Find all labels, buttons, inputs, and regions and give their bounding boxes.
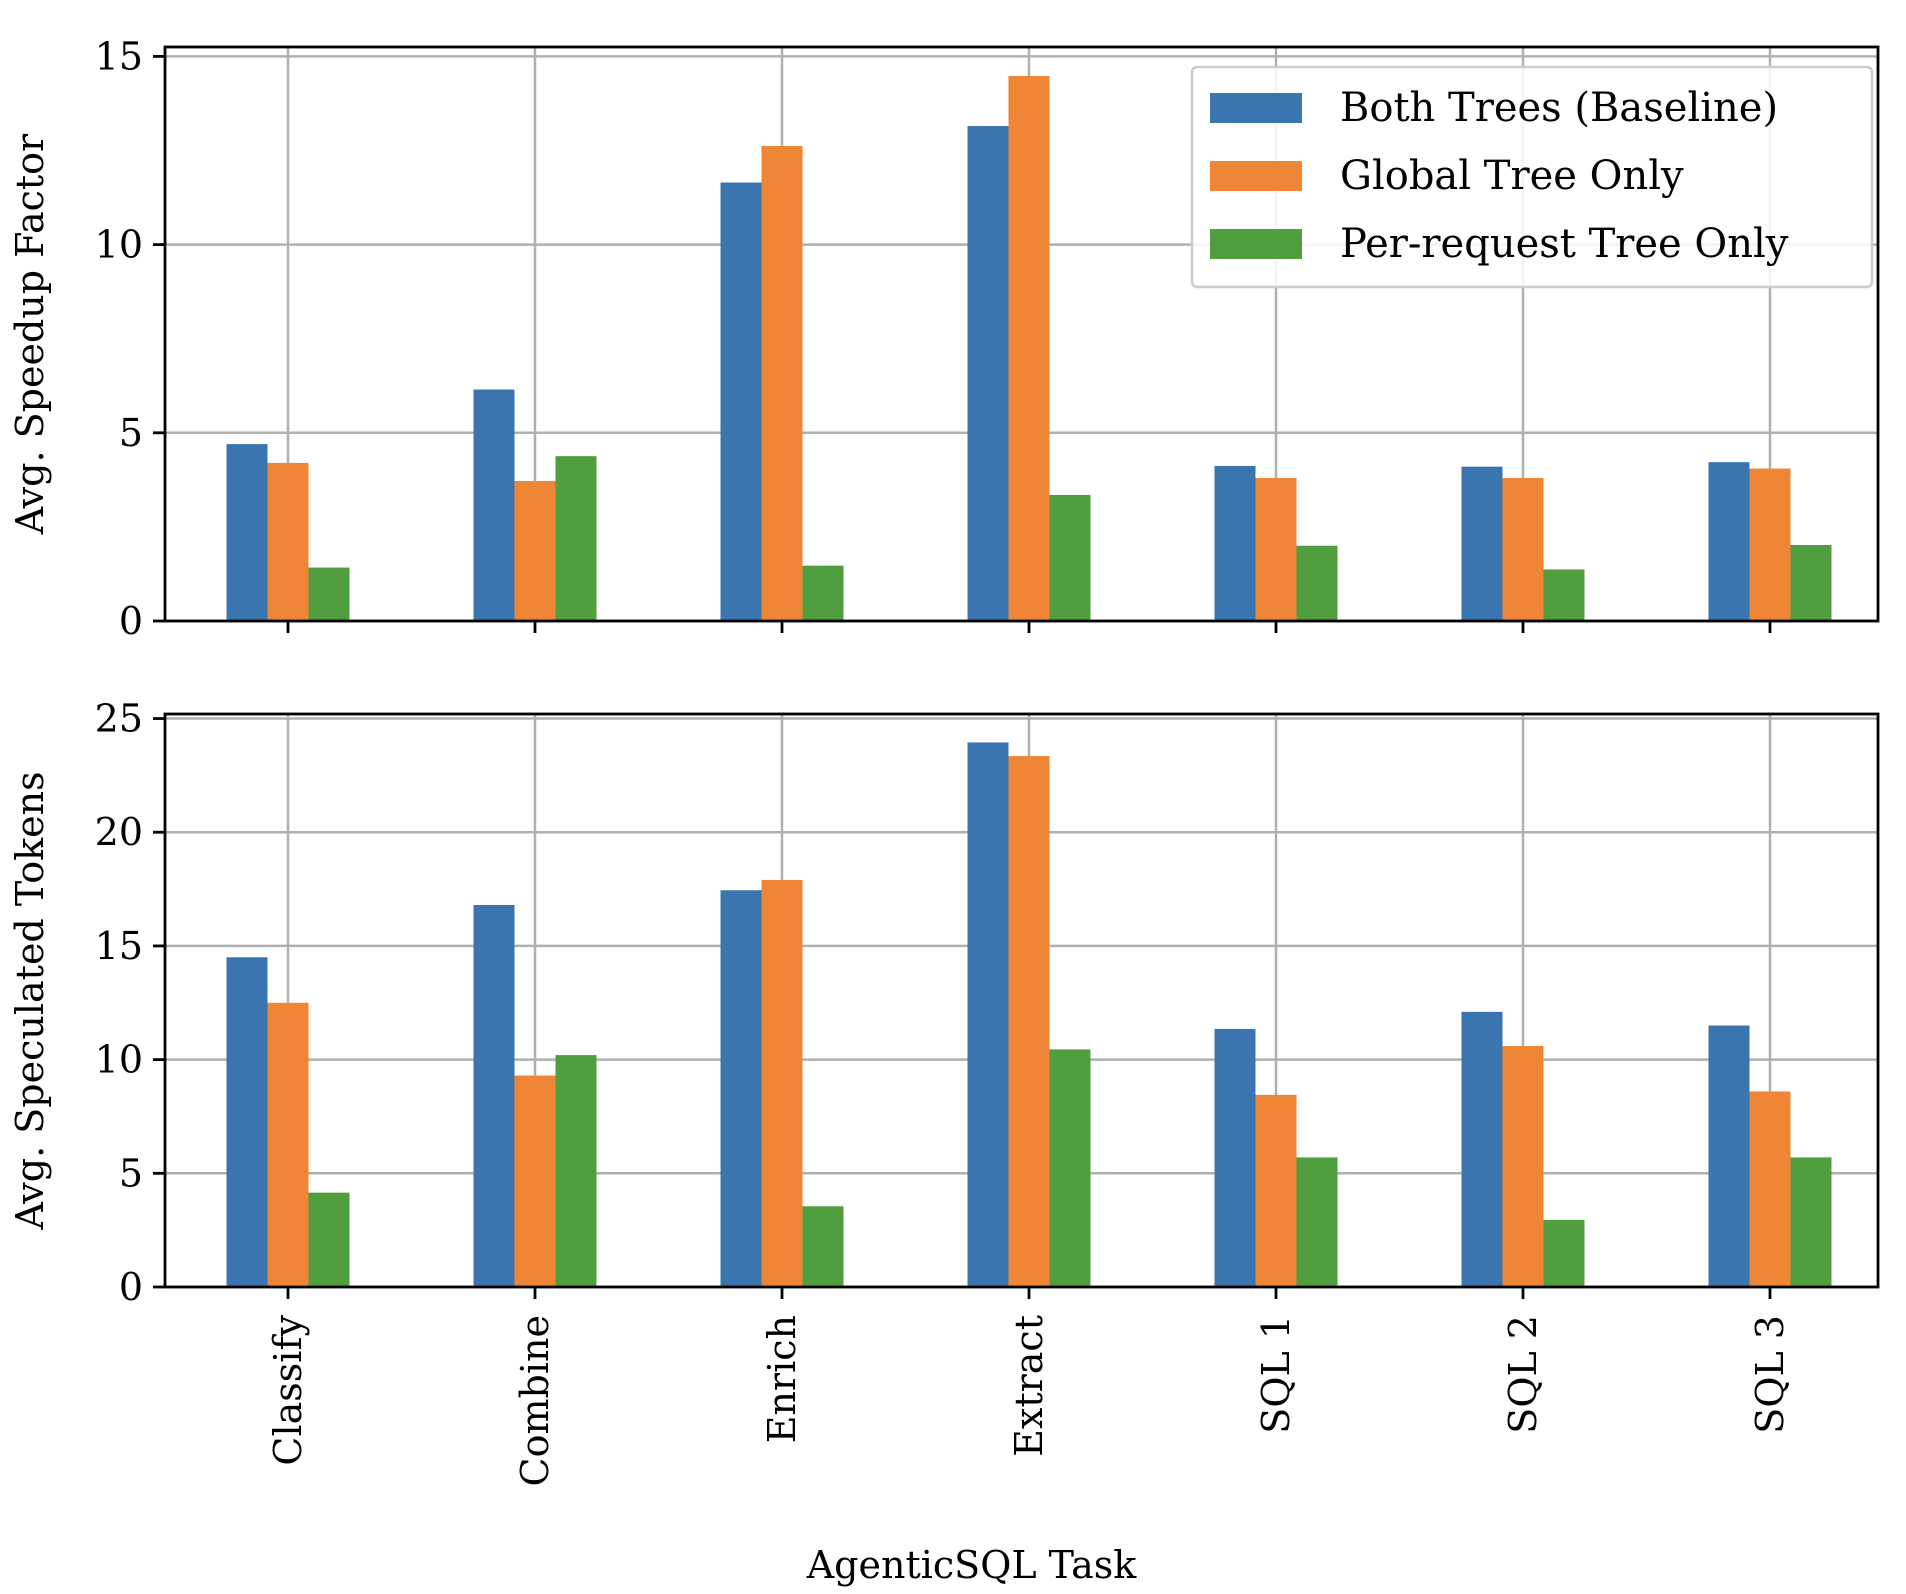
legend-swatch-series-2 [1210,161,1302,191]
bar-sql-2-series-2 [1502,1045,1544,1287]
chart-panel-2: 0 5 10 15 20 25 Avg. Speculated Tokens Classify… [8,697,1880,1587]
bar-sql-3-series-3 [1790,1157,1832,1287]
bar-sql-2-series-1 [1461,1011,1503,1287]
y-tick-label: 0 [119,599,143,643]
x-tick-label: Classify [266,1314,310,1465]
bar-sql-3-series-2 [1749,468,1791,621]
bar-extract-series-1 [967,742,1009,1287]
bar-enrich-series-3 [802,565,844,621]
bar-combine-series-2 [514,480,556,621]
bar-classify-series-3 [308,567,350,621]
y-tick-label: 15 [95,924,143,968]
bar-enrich-series-2 [761,145,803,622]
bar-classify-series-2 [267,462,309,621]
bar-enrich-series-3 [802,1206,844,1287]
x-tick-label: SQL 1 [1254,1315,1298,1434]
bar-sql-1-series-3 [1296,545,1338,621]
y-tick-label: 20 [95,810,143,854]
bar-combine-series-3 [555,456,597,621]
bar-extract-series-3 [1049,1049,1091,1287]
bar-combine-series-1 [473,389,515,621]
bar-sql-3-series-3 [1790,544,1832,621]
bar-sql-2-series-2 [1502,477,1544,621]
y-tick-label: 0 [119,1265,143,1309]
x-tick-label: Enrich [760,1315,804,1443]
y-tick-label: 15 [95,34,143,78]
bar-enrich-series-1 [720,182,762,621]
bar-extract-series-1 [967,126,1009,621]
bar-classify-series-1 [226,444,268,621]
legend-label: Both Trees (Baseline) [1340,85,1778,131]
y-tick-label: 5 [119,411,143,455]
x-tick-label: Combine [513,1315,557,1486]
bar-sql-2-series-1 [1461,466,1503,621]
bar-classify-series-2 [267,1002,309,1287]
legend-label: Global Tree Only [1340,153,1684,199]
x-tick-label: Extract [1007,1315,1051,1457]
bar-sql-1-series-1 [1214,465,1256,621]
y-tick-label: 25 [95,697,143,741]
bar-sql-3-series-1 [1708,462,1750,621]
bar-extract-series-3 [1049,494,1091,621]
bar-enrich-series-1 [720,890,762,1287]
bar-sql-1-series-2 [1255,1094,1297,1287]
legend-box [1190,65,1874,289]
bar-sql-1-series-3 [1296,1157,1338,1287]
bar-extract-series-2 [1008,75,1050,621]
bar-combine-series-1 [473,905,515,1287]
bar-sql-3-series-2 [1749,1091,1791,1287]
bar-combine-series-3 [555,1055,597,1287]
y-tick-label: 5 [119,1151,143,1195]
y-tick-label: 10 [95,223,143,267]
legend-label: Per-request Tree Only [1340,221,1789,267]
bar-sql-2-series-3 [1543,1219,1585,1287]
bar-sql-1-series-1 [1214,1028,1256,1287]
bar-classify-series-3 [308,1192,350,1287]
x-tick-label: SQL 2 [1501,1315,1545,1434]
bar-sql-1-series-2 [1255,477,1297,621]
y-tick-label: 10 [95,1038,143,1082]
x-tick-label: SQL 3 [1748,1315,1792,1434]
y-axis-label: Avg. Speculated Tokens [8,771,52,1230]
bar-classify-series-1 [226,957,268,1287]
y-axis-label: Avg. Speedup Factor [8,133,52,535]
legend-swatch-series-3 [1210,229,1302,259]
plot-frame [163,45,1880,623]
bar-sql-3-series-1 [1708,1025,1750,1287]
legend: Both Trees (Baseline) Global Tree Only Per… [1190,65,1874,289]
bar-combine-series-2 [514,1075,556,1287]
bar-sql-2-series-3 [1543,569,1585,621]
bar-extract-series-2 [1008,756,1050,1287]
bar-enrich-series-2 [761,879,803,1287]
x-axis-label: AgenticSQL Task [806,1543,1137,1587]
chart-panel-1: 0 5 10 15 Avg. Speedup Factor Both Trees (Bas… [8,34,1880,643]
legend-swatch-series-1 [1210,93,1302,123]
plot-frame [163,712,1880,1289]
